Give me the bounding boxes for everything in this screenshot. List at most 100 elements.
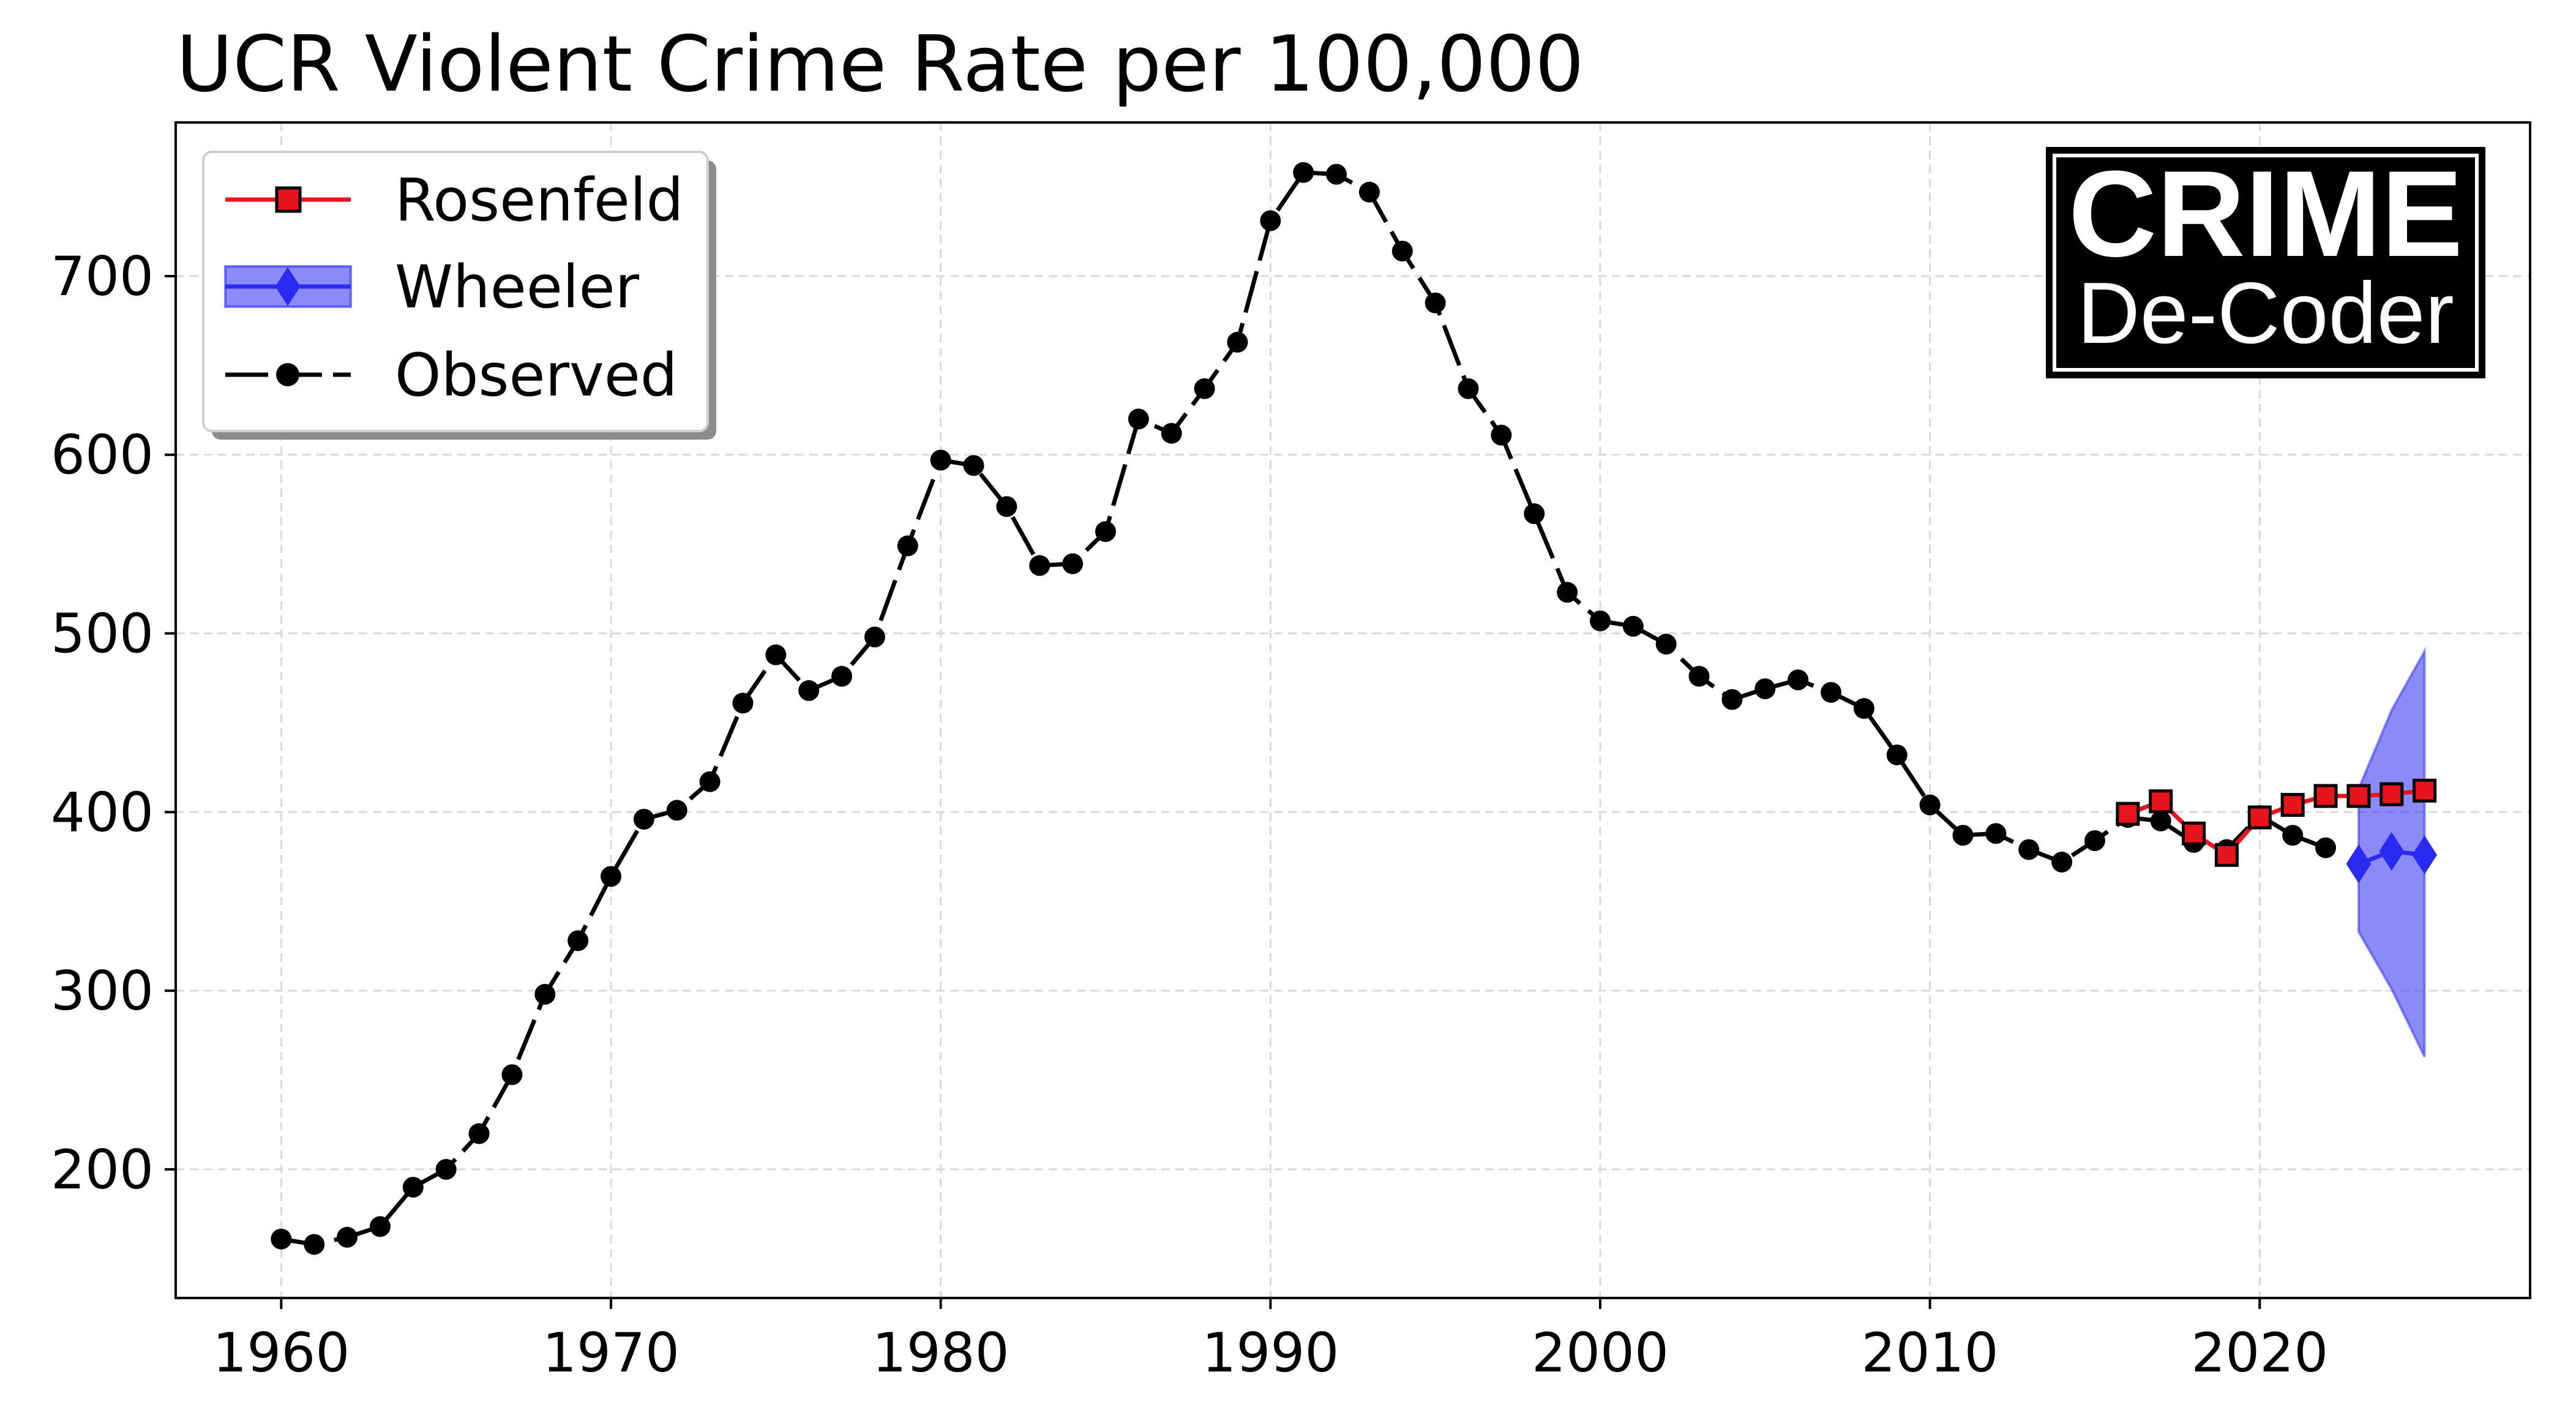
wheeler-point-2024 <box>2379 831 2405 871</box>
y-axis: 200 300 400 500 600 700 <box>51 245 176 1201</box>
legend-label-rosenfeld: Rosenfeld <box>395 166 684 234</box>
observed-point-1969 <box>567 930 589 951</box>
observed-point-1999 <box>1557 582 1578 603</box>
observed-point-1982 <box>996 496 1017 517</box>
observed-point-1968 <box>534 983 556 1005</box>
observed-point-2004 <box>1721 689 1743 710</box>
rosenfeld-point-2020 <box>2247 805 2272 830</box>
rosenfeld-point-2016 <box>2116 801 2140 826</box>
observed-point-1970 <box>601 866 622 887</box>
observed-point-2007 <box>1821 681 1842 703</box>
x-tick-label-2010: 2010 <box>1862 1321 1999 1384</box>
chart-title: UCR Violent Crime Rate per 100,000 <box>176 19 1584 109</box>
observed-point-1974 <box>732 692 754 714</box>
logo-text-crime: CRIME <box>2069 146 2463 282</box>
x-tick-label-1970: 1970 <box>542 1321 680 1384</box>
y-tick-label-400: 400 <box>51 781 154 844</box>
legend-wheeler-diamond-marker <box>275 267 301 306</box>
observed-point-2002 <box>1655 634 1677 655</box>
observed-point-1977 <box>831 666 853 687</box>
observed-point-2014 <box>2051 852 2073 873</box>
observed-point-1972 <box>666 800 687 821</box>
legend-label-wheeler: Wheeler <box>395 253 640 321</box>
observed-point-1961 <box>304 1234 325 1255</box>
observed-point-2001 <box>1622 615 1644 637</box>
crime-decoder-logo: CRIME De-Coder <box>2046 146 2485 378</box>
x-tick-label-2000: 2000 <box>1532 1321 1669 1384</box>
rosenfeld-point-2018 <box>2182 821 2206 846</box>
observed-point-1990 <box>1260 210 1281 231</box>
observed-point-2012 <box>1985 823 2007 844</box>
series-layer <box>271 162 2438 1255</box>
legend: Rosenfeld Wheeler Observed <box>202 151 716 440</box>
observed-point-2005 <box>1754 678 1776 699</box>
x-tick-label-1980: 1980 <box>872 1321 1009 1384</box>
legend-observed-circle-marker <box>276 363 299 386</box>
observed-point-1992 <box>1326 163 1347 185</box>
logo-text-decoder: De-Coder <box>2077 264 2454 362</box>
observed-point-2022 <box>2315 837 2337 858</box>
observed-point-1998 <box>1524 503 1545 525</box>
logo-background <box>2046 147 2485 378</box>
observed-point-2008 <box>1853 698 1874 719</box>
observed-point-2021 <box>2282 825 2304 846</box>
observed-point-1979 <box>897 535 918 557</box>
observed-point-1963 <box>369 1216 391 1237</box>
legend-label-observed: Observed <box>395 341 678 410</box>
legend-box <box>202 151 709 432</box>
observed-point-1984 <box>1062 553 1084 574</box>
observed-point-1989 <box>1227 331 1248 353</box>
y-tick-label-600: 600 <box>51 424 154 487</box>
observed-point-1967 <box>501 1064 523 1086</box>
observed-point-1978 <box>864 626 885 648</box>
observed-point-2000 <box>1589 610 1611 632</box>
y-tick-label-200: 200 <box>51 1138 154 1201</box>
observed-point-2015 <box>2084 830 2105 852</box>
observed-point-1973 <box>699 771 721 792</box>
logo-inner-border <box>2053 154 2479 372</box>
observed-point-1997 <box>1491 424 1512 446</box>
observed-point-1960 <box>271 1228 292 1250</box>
y-tick-label-700: 700 <box>51 245 154 308</box>
observed-point-2017 <box>2150 810 2171 831</box>
observed-point-1995 <box>1425 292 1446 313</box>
rosenfeld-point-2019 <box>2214 842 2239 867</box>
observed-point-2011 <box>1952 825 1974 846</box>
observed-point-1966 <box>468 1123 490 1144</box>
observed-point-1996 <box>1458 378 1479 399</box>
observed-point-1965 <box>435 1158 457 1180</box>
observed-point-2010 <box>1919 794 1941 816</box>
y-tick-label-300: 300 <box>51 959 154 1022</box>
rosenfeld-point-2017 <box>2149 789 2173 814</box>
rosenfeld-point-2021 <box>2280 793 2305 817</box>
observed-point-1986 <box>1128 408 1149 430</box>
observed-point-1980 <box>930 449 951 471</box>
legend-item-observed: Observed <box>225 341 678 410</box>
observed-point-1981 <box>963 455 984 476</box>
wheeler-point-2023 <box>2346 844 2372 883</box>
observed-point-1976 <box>798 680 820 701</box>
rosenfeld-series-line <box>2127 788 2425 858</box>
observed-point-1975 <box>765 644 787 666</box>
legend-item-rosenfeld: Rosenfeld <box>225 166 684 234</box>
rosenfeld-point-2024 <box>2379 782 2404 806</box>
x-tick-label-1990: 1990 <box>1202 1321 1339 1384</box>
x-axis: 1960 1970 1980 1990 2000 2010 2020 <box>212 1298 2328 1384</box>
rosenfeld-point-2025 <box>2413 778 2437 803</box>
observed-point-1987 <box>1161 422 1182 444</box>
plot-frame <box>174 121 2531 1299</box>
rosenfeld-point-2023 <box>2346 784 2371 808</box>
observed-point-1964 <box>402 1177 424 1198</box>
observed-series-line <box>280 170 2327 1247</box>
legend-item-wheeler: Wheeler <box>224 253 640 321</box>
observed-point-1962 <box>337 1226 358 1248</box>
legend-rosenfeld-square-marker <box>275 186 302 213</box>
rosenfeld-point-2022 <box>2313 784 2338 808</box>
observed-point-2006 <box>1788 669 1809 691</box>
observed-point-1971 <box>633 808 654 830</box>
x-tick-label-2020: 2020 <box>2191 1321 2328 1384</box>
observed-point-1983 <box>1029 555 1050 576</box>
x-tick-label-1960: 1960 <box>212 1321 350 1384</box>
wheeler-point-2025 <box>2412 835 2438 875</box>
